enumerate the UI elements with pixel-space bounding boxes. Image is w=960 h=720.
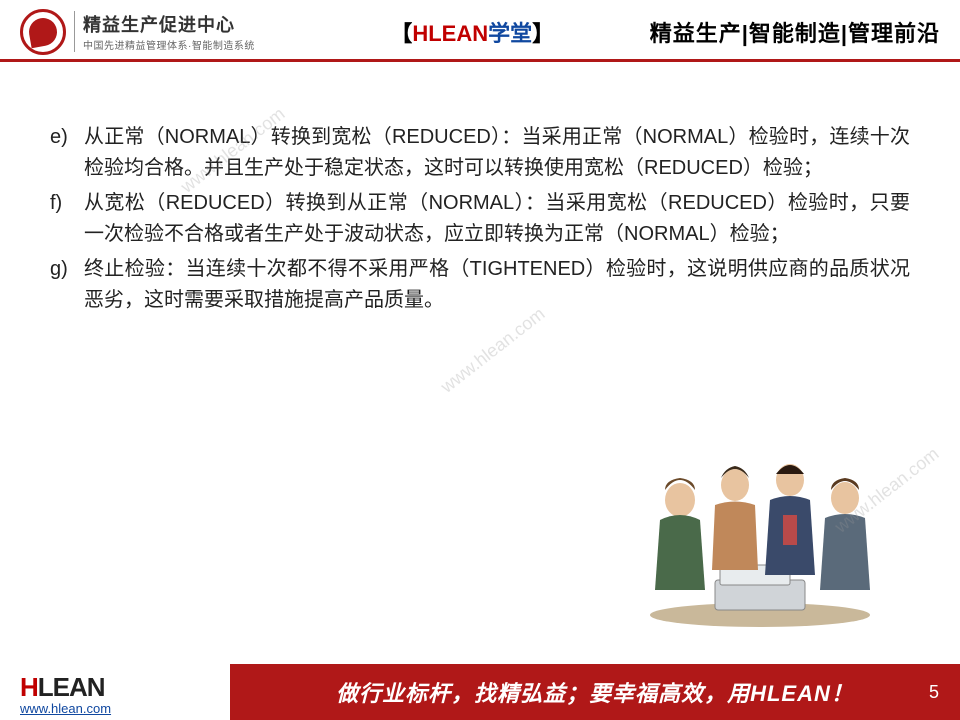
list-item: g) 终止检验：当连续十次都不得不采用严格（TIGHTENED）检验时，这说明供… [50, 254, 910, 316]
logo-text: 精益生产促进中心 中国先进精益管理体系·智能制造系统 [74, 11, 255, 52]
footer-slogan-bar: 做行业标杆，找精弘益；要幸福高效，用HLEAN！ 5 [230, 664, 960, 720]
list-item: e) 从正常（NORMAL）转换到宽松（REDUCED）：当采用正常（NORMA… [50, 122, 910, 184]
footer-url-link[interactable]: www.hlean.com [20, 701, 230, 716]
footer-logo-h: H [20, 672, 38, 702]
title-blue: 学堂 [488, 21, 532, 46]
logo-block: 精益生产促进中心 中国先进精益管理体系·智能制造系统 [20, 9, 255, 55]
list-text: 从正常（NORMAL）转换到宽松（REDUCED）：当采用正常（NORMAL）检… [84, 122, 910, 184]
content-body: e) 从正常（NORMAL）转换到宽松（REDUCED）：当采用正常（NORMA… [0, 62, 960, 340]
list-item: f) 从宽松（REDUCED）转换到从正常（NORMAL）：当采用宽松（REDU… [50, 188, 910, 250]
list-text: 终止检验：当连续十次都不得不采用严格（TIGHTENED）检验时，这说明供应商的… [84, 254, 910, 316]
slide-header: 精益生产促进中心 中国先进精益管理体系·智能制造系统 【HLEAN学堂】 精益生… [0, 0, 960, 62]
logo-title: 精益生产促进中心 [83, 11, 255, 37]
header-right-tags: 精益生产|智能制造|管理前沿 [650, 16, 940, 48]
slide-footer: HLEAN www.hlean.com 做行业标杆，找精弘益；要幸福高效，用HL… [0, 664, 960, 720]
logo-subtitle: 中国先进精益管理体系·智能制造系统 [83, 37, 255, 52]
footer-left: HLEAN www.hlean.com [0, 664, 230, 720]
footer-slogan: 做行业标杆，找精弘益；要幸福高效，用HLEAN！ [336, 676, 854, 708]
list-marker: e) [50, 122, 84, 184]
list-text: 从宽松（REDUCED）转换到从正常（NORMAL）：当采用宽松（REDUCED… [84, 188, 910, 250]
meeting-svg-icon [620, 430, 900, 630]
bracket-left: 【 [390, 21, 412, 46]
header-center-title: 【HLEAN学堂】 [295, 16, 650, 48]
people-illustration [620, 430, 900, 630]
page-number: 5 [929, 682, 940, 703]
bracket-right: 】 [532, 21, 554, 46]
list-marker: f) [50, 188, 84, 250]
list-marker: g) [50, 254, 84, 316]
footer-logo-lean: LEAN [38, 672, 105, 702]
logo-icon [20, 9, 66, 55]
footer-logo: HLEAN [20, 672, 230, 703]
title-red: HLEAN [412, 21, 488, 46]
